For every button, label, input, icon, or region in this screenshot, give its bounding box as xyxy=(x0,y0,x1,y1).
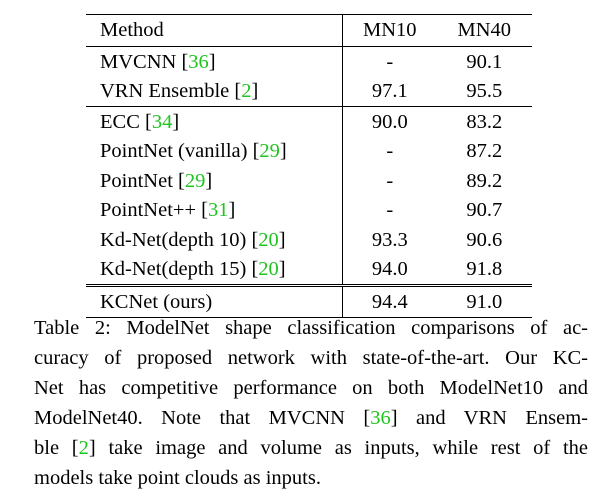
cell-mn40: 83.2 xyxy=(436,106,532,137)
method-name: Kd-Net(depth 15) xyxy=(100,258,247,280)
table-header-row: Method MN10 MN40 xyxy=(86,14,532,47)
results-table-container: Method MN10 MN40 MVCNN [36] -90.1 VRN Ense… xyxy=(86,14,532,318)
citation-link[interactable]: 2 xyxy=(78,437,89,459)
citation-link[interactable]: 29 xyxy=(259,140,280,162)
table-row: KCNet (ours) 94.4 91.0 xyxy=(86,284,532,318)
citation-link[interactable]: 20 xyxy=(258,258,279,280)
citation-link[interactable]: 31 xyxy=(207,199,229,221)
cell-mn10: - xyxy=(341,195,437,225)
table-body: MVCNN [36] -90.1 VRN Ensemble [2] 97.1 95.5 E… xyxy=(86,46,532,318)
cell-mn40: 91.8 xyxy=(466,258,503,280)
header-mn40: MN40 xyxy=(457,19,512,42)
caption-text: ] take image and volume as inputs, while… xyxy=(88,437,589,459)
caption-text: ] and VRN Ensem- xyxy=(390,407,588,429)
cell-mn10: 94.0 xyxy=(341,254,437,286)
table-row: ECC [34] 90.0 83.2 xyxy=(86,106,532,137)
results-table: Method MN10 MN40 MVCNN [36] -90.1 VRN Ense… xyxy=(86,14,532,318)
caption-line-2: curacy of proposed network with state-of… xyxy=(34,347,588,369)
cell-method: Kd-Net(depth 10) [20] xyxy=(100,228,286,251)
method-name: PointNet xyxy=(100,169,173,192)
cell-mn10: - xyxy=(341,46,437,77)
cell-method: PointNet (vanilla) [29] xyxy=(100,140,287,162)
method-name: PointNet++ xyxy=(100,199,197,221)
cell-mn10: 94.4 xyxy=(341,284,437,318)
cell-mn40: 89.2 xyxy=(466,169,503,192)
method-name: Kd-Net(depth 10) xyxy=(100,228,247,251)
cell-method: PointNet++ [31] xyxy=(100,199,236,221)
citation-link[interactable]: 34 xyxy=(151,110,173,133)
cell-mn40: 90.1 xyxy=(436,46,532,77)
method-name: VRN Ensemble xyxy=(100,80,230,102)
cell-method: MVCNN [36] xyxy=(86,46,343,77)
cell-mn40: 90.7 xyxy=(466,199,503,221)
cell-method: KCNet (ours) xyxy=(86,284,343,318)
caption-text: ble [ xyxy=(34,437,79,459)
table-row: MVCNN [36] -90.1 xyxy=(86,46,532,77)
cell-mn40: 91.0 xyxy=(436,284,532,318)
cell-method: VRN Ensemble [2] xyxy=(100,80,259,102)
table-row: Kd-Net(depth 15) [20] 94.0 91.8 xyxy=(86,254,532,286)
cell-mn40: 95.5 xyxy=(466,80,503,102)
method-name: KCNet (ours) xyxy=(100,290,213,313)
cell-mn10: 90.0 xyxy=(341,106,437,137)
table-row: VRN Ensemble [2] 97.1 95.5 xyxy=(86,76,532,107)
caption-line-4: ModelNet40. Note that MVCNN [36] and VRN… xyxy=(34,403,588,433)
caption-line-3: Net has competitive performance on both … xyxy=(34,377,588,399)
table-row: Kd-Net(depth 10) [20] 93.3 90.6 xyxy=(86,225,532,255)
method-name: MVCNN xyxy=(100,50,177,73)
caption-line-6: models take point clouds as inputs. xyxy=(34,467,321,489)
table-caption: Table 2: ModelNet shape classification c… xyxy=(34,313,588,493)
method-name: ECC xyxy=(100,110,140,133)
cell-method: ECC [34] xyxy=(86,106,343,137)
citation-link[interactable]: 20 xyxy=(258,228,279,251)
citation-link[interactable]: 2 xyxy=(241,80,252,102)
cell-method: PointNet [29] xyxy=(100,169,213,192)
caption-line-1: Table 2: ModelNet shape classification c… xyxy=(34,317,588,339)
cell-mn10: 93.3 xyxy=(341,225,437,255)
cell-mn40: 90.6 xyxy=(466,228,503,251)
citation-link[interactable]: 36 xyxy=(370,407,391,429)
citation-link[interactable]: 36 xyxy=(188,50,209,73)
method-name: PointNet (vanilla) xyxy=(100,140,248,162)
header-mn10: MN10 xyxy=(341,14,437,47)
citation-link[interactable]: 29 xyxy=(184,169,206,192)
caption-text: ModelNet40. Note that MVCNN [ xyxy=(34,407,371,429)
cell-mn10: - xyxy=(341,136,437,166)
cell-mn10: 97.1 xyxy=(341,76,437,107)
cell-mn40: 87.2 xyxy=(466,140,503,162)
cell-mn10: - xyxy=(341,166,437,196)
table-row: PointNet [29] - 89.2 xyxy=(86,166,532,196)
table-row: PointNet++ [31] - 90.7 xyxy=(86,195,532,225)
table-row: PointNet (vanilla) [29] - 87.2 xyxy=(86,136,532,166)
cell-method: Kd-Net(depth 15) [20] xyxy=(100,258,286,280)
caption-line-5: ble [2] take image and volume as inputs,… xyxy=(34,433,588,463)
header-method: Method xyxy=(100,19,164,42)
